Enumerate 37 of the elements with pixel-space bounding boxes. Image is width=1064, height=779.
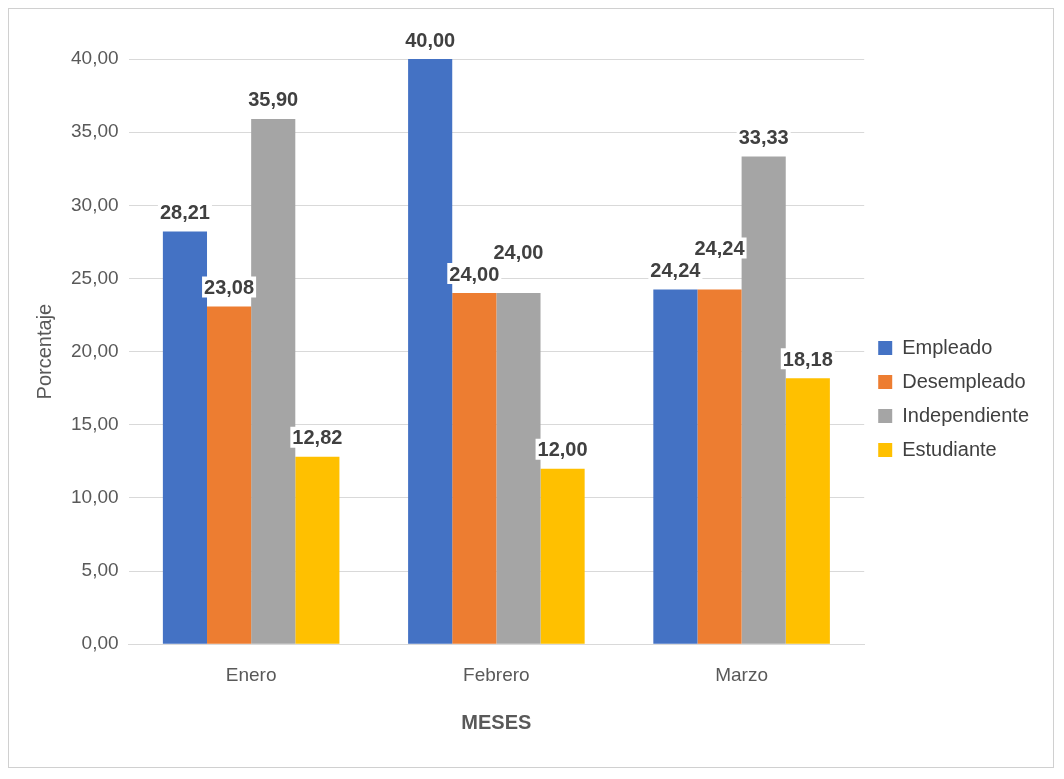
x-tick-label: Enero [225, 663, 277, 685]
y-tick-label: 20,00 [71, 339, 119, 361]
legend-label: Desempleado [902, 369, 1026, 392]
y-tick-label: 35,00 [71, 120, 119, 142]
data-label: 33,33 [738, 126, 789, 149]
y-tick-label: 30,00 [71, 193, 119, 215]
data-label: 35,90 [248, 88, 299, 111]
bar [207, 306, 252, 644]
bar [540, 468, 585, 644]
data-label: 12,00 [537, 438, 588, 461]
y-axis-title: Porcentaje [32, 303, 55, 400]
x-tick-label: Febrero [463, 663, 530, 685]
data-label: 24,00 [449, 262, 500, 285]
y-tick-label: 40,00 [71, 47, 119, 69]
legend-label: Estudiante [902, 437, 997, 460]
x-axis-title: MESES [461, 710, 532, 733]
data-label: 24,24 [650, 259, 702, 282]
x-tick-label: Marzo [715, 663, 768, 685]
legend-label: Empleado [902, 335, 993, 358]
bar [452, 293, 497, 644]
bar [785, 378, 830, 644]
data-label: 12,82 [292, 426, 343, 449]
bar [295, 456, 340, 644]
y-tick-label: 0,00 [81, 632, 119, 654]
y-tick-label: 25,00 [71, 266, 119, 288]
y-tick-label: 5,00 [81, 559, 119, 581]
data-label: 28,21 [159, 201, 210, 223]
y-tick-label: 15,00 [71, 412, 119, 434]
data-label: 24,24 [694, 237, 746, 260]
y-tick-label: 10,00 [71, 486, 119, 508]
legend-label: Independiente [902, 403, 1030, 426]
bar [653, 289, 698, 644]
data-label: 40,00 [405, 28, 456, 51]
data-label: 24,00 [493, 240, 544, 263]
data-label: 23,08 [204, 276, 255, 299]
bar [697, 289, 742, 644]
data-label: 18,18 [782, 347, 833, 370]
